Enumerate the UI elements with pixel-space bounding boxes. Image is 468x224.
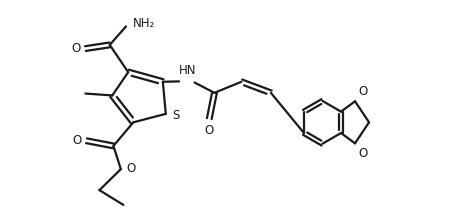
Text: HN: HN: [179, 64, 197, 77]
Text: O: O: [358, 85, 368, 98]
Text: S: S: [172, 109, 179, 122]
Text: O: O: [126, 162, 135, 175]
Text: O: O: [72, 42, 81, 55]
Text: NH₂: NH₂: [132, 17, 155, 30]
Text: O: O: [205, 124, 214, 137]
Text: O: O: [73, 134, 82, 147]
Text: O: O: [358, 147, 368, 160]
